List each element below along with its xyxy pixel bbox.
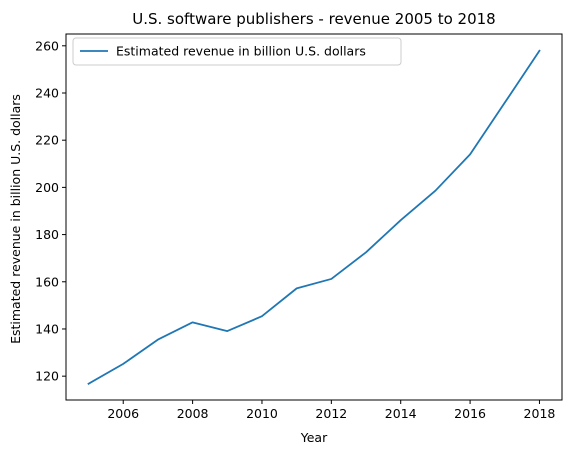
x-axis-ticks: 2006 2008 2010 2012 2014 2016 2018 [107,400,555,421]
series-layer [87,49,541,385]
y-axis-ticks: 120 140 160 180 200 220 240 260 [35,38,66,384]
axes-frame [65,33,563,401]
x-axis-label: Year [300,430,328,445]
y-tick-label: 200 [35,180,59,195]
y-tick-label: 180 [35,227,59,242]
x-tick-label: 2018 [524,406,556,421]
chart-title: U.S. software publishers - revenue 2005 … [132,10,495,28]
legend: Estimated revenue in billion U.S. dollar… [72,37,402,66]
x-tick-label: 2014 [385,406,417,421]
x-tick-label: 2016 [454,406,486,421]
legend-box [72,37,402,66]
y-tick-label: 160 [35,274,59,289]
y-tick-label: 240 [35,85,59,100]
x-tick-label: 2006 [107,406,139,421]
y-tick-label: 220 [35,133,59,148]
x-tick-label: 2010 [246,406,278,421]
y-tick-label: 260 [35,38,59,53]
plot-area: 2006 2008 2010 2012 2014 2016 2018 120 140 160 18… [35,33,563,421]
x-tick-label: 2008 [177,406,209,421]
y-axis-label: Estimated revenue in billion U.S. dollar… [8,94,23,344]
y-tick-label: 140 [35,321,59,336]
series-line [87,49,541,385]
y-tick-label: 120 [35,369,59,384]
legend-label: Estimated revenue in billion U.S. dollar… [116,44,366,59]
x-tick-label: 2012 [315,406,347,421]
